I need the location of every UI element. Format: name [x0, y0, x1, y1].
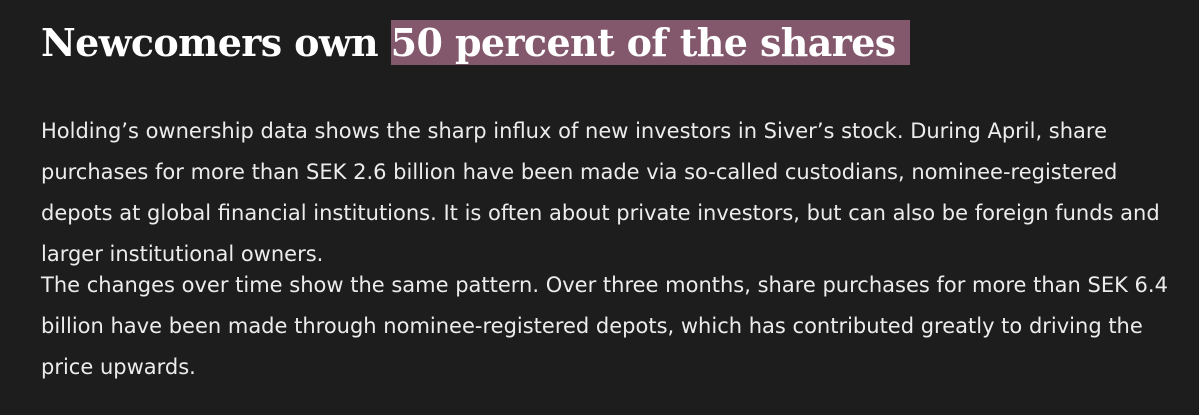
paragraph-line: larger institutional owners. [41, 242, 324, 266]
article-headline: Newcomers own 50 percent of the shares [41, 14, 910, 72]
headline-prefix: Newcomers own [41, 20, 391, 65]
paragraph-line: The changes over time show the same patt… [41, 273, 1168, 297]
paragraph-ownership-data: Holding’s ownership data shows the sharp… [41, 111, 1160, 275]
paragraph-line: depots at global financial institutions.… [41, 201, 1160, 225]
headline-highlighted-text[interactable]: 50 percent of the shares [390, 20, 910, 65]
paragraph-line: billion have been made through nominee-r… [41, 314, 1143, 338]
paragraph-changes-over-time: The changes over time show the same patt… [41, 265, 1168, 388]
paragraph-line: price upwards. [41, 355, 196, 379]
paragraph-line: purchases for more than SEK 2.6 billion … [41, 160, 1118, 184]
paragraph-line: Holding’s ownership data shows the sharp… [41, 119, 1108, 143]
